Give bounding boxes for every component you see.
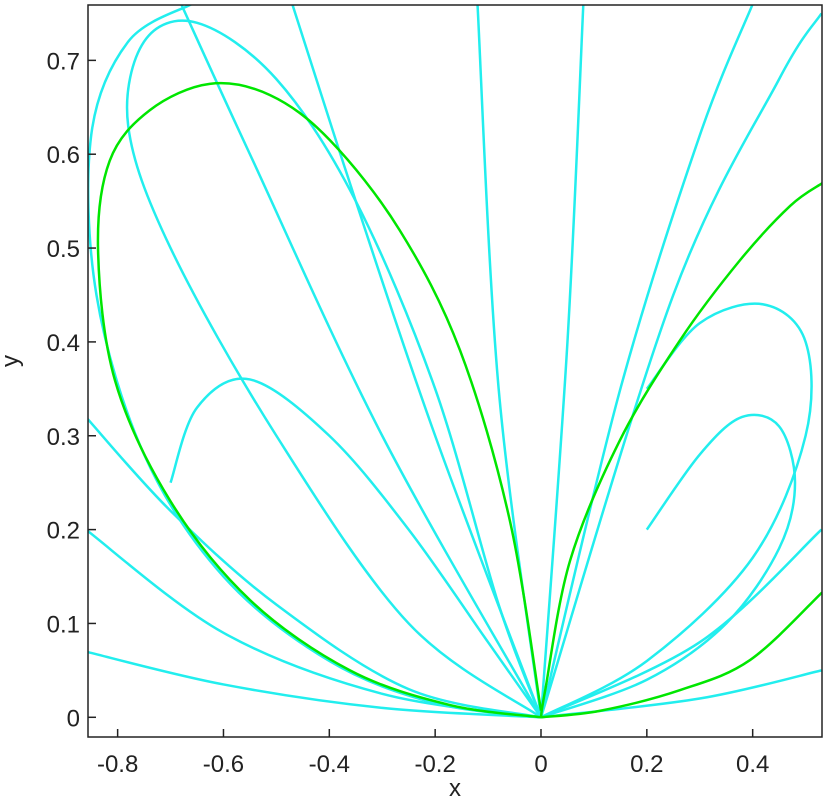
curve <box>88 5 542 719</box>
curve <box>539 12 822 718</box>
y-tick-label: 0.4 <box>47 330 80 357</box>
curve <box>540 302 813 719</box>
x-tick-label: -0.2 <box>414 751 455 778</box>
x-tick-label: 0 <box>534 751 547 778</box>
axes-box <box>87 4 823 738</box>
plot-area <box>88 5 822 719</box>
curve <box>540 528 822 719</box>
y-tick-label: 0.6 <box>47 142 80 169</box>
x-axis-label: x <box>449 775 461 802</box>
curve <box>539 5 585 718</box>
y-tick-label: 0.3 <box>47 424 80 451</box>
x-tick-label: 0.4 <box>736 751 769 778</box>
curve <box>88 417 542 719</box>
curve <box>291 5 543 718</box>
curve <box>540 591 822 719</box>
curve <box>540 413 797 719</box>
curve <box>476 5 543 718</box>
x-tick-label: -0.4 <box>309 751 350 778</box>
curve <box>88 650 542 719</box>
y-tick-label: 0.2 <box>47 518 80 545</box>
y-tick-label: 0.5 <box>47 236 80 263</box>
curve <box>180 5 543 718</box>
x-tick-label: 0.2 <box>630 751 663 778</box>
curve <box>539 182 822 718</box>
curve <box>540 669 822 719</box>
x-tick-label: -0.8 <box>97 751 138 778</box>
y-tick-label: 0 <box>67 705 80 732</box>
curve <box>88 529 542 719</box>
curve <box>125 19 543 719</box>
curve <box>96 81 543 719</box>
y-axis-label: y <box>0 355 24 367</box>
x-tick-label: -0.6 <box>203 751 244 778</box>
curve <box>169 377 543 719</box>
y-tick-label: 0.1 <box>47 611 80 638</box>
curve <box>539 5 754 718</box>
y-tick-label: 0.7 <box>47 48 80 75</box>
